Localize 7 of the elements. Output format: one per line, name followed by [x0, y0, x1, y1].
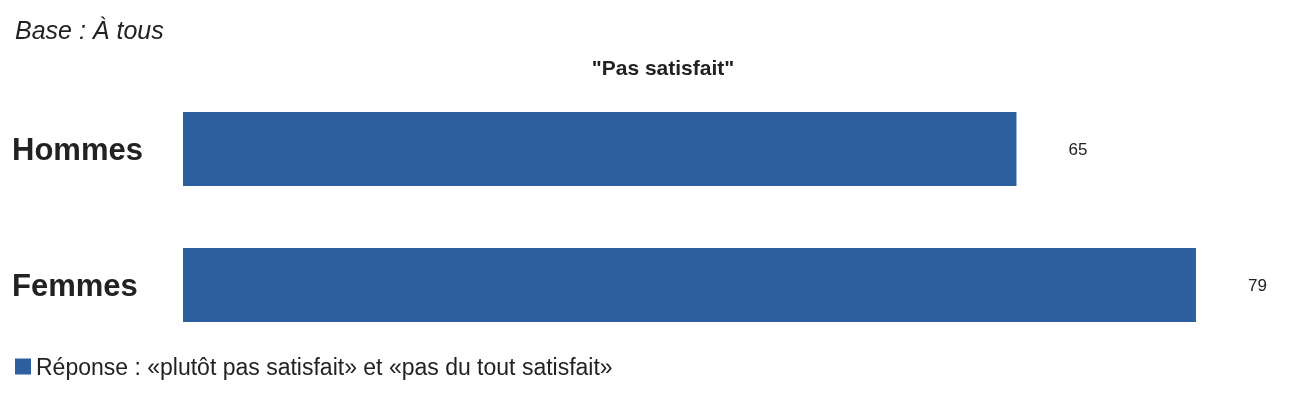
- chart-subtitle: Base : À tous: [15, 15, 164, 44]
- y-tick-label: Femmes: [12, 267, 138, 303]
- data-label: 79: [1248, 275, 1267, 295]
- legend-label: Réponse : «plutôt pas satisfait» et «pas du tout satisfait»: [36, 353, 613, 380]
- chart-title: "Pas satisfait": [591, 56, 735, 79]
- data-label: 65: [1068, 139, 1088, 159]
- y-tick-label: Hommes: [12, 131, 143, 167]
